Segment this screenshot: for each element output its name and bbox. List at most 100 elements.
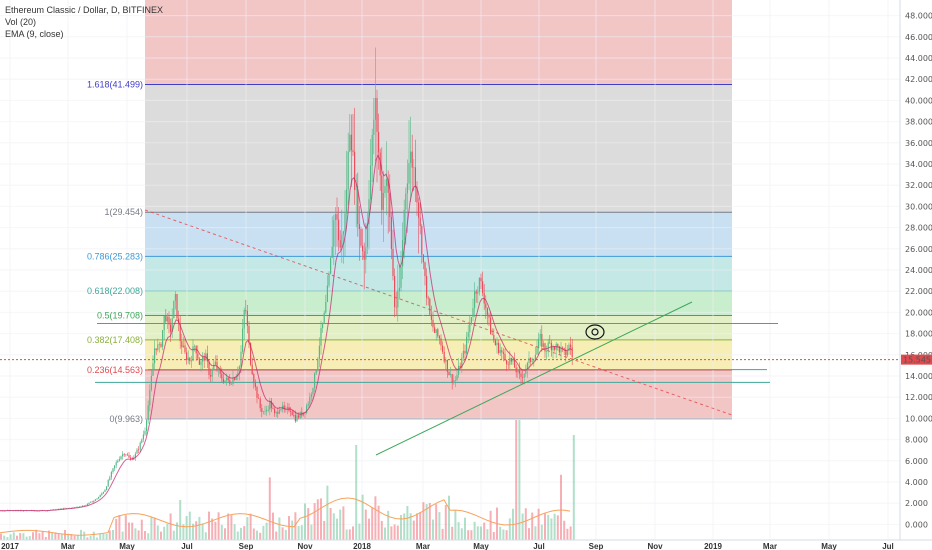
volume-bar — [227, 513, 230, 540]
candle-body — [386, 178, 388, 187]
candle-body — [368, 199, 370, 224]
volume-bar — [92, 531, 95, 540]
volume-bar — [150, 517, 153, 540]
volume-bar — [518, 420, 521, 540]
volume-bar — [323, 520, 326, 540]
volume-bar — [364, 509, 367, 540]
volume-bar — [329, 508, 332, 540]
candle-body — [320, 328, 322, 346]
candle-body — [562, 347, 564, 349]
candle-body — [282, 405, 284, 409]
candle-body — [362, 245, 364, 252]
volume-bar — [297, 526, 300, 540]
candle-body — [272, 408, 274, 409]
volume-bar — [528, 528, 530, 540]
candle-body — [382, 192, 384, 210]
time-tick-label: Nov — [297, 542, 313, 550]
candle-body — [568, 344, 570, 351]
price-tick-label: 44.000 — [905, 54, 932, 63]
candle-body — [408, 162, 410, 184]
candle-body — [256, 386, 258, 398]
volume-bar — [377, 505, 380, 540]
volume-bar — [256, 530, 258, 540]
legend-ema[interactable]: EMA (9, close) — [5, 29, 64, 39]
volume-bar — [486, 529, 489, 540]
grid-lines — [0, 0, 900, 540]
volume-bar — [320, 498, 322, 540]
candle-body — [312, 387, 314, 395]
candle-body — [525, 370, 527, 374]
volume-bar — [44, 536, 47, 540]
candle-body — [560, 347, 562, 353]
candle-body — [158, 343, 160, 345]
descending-trendline — [144, 209, 733, 416]
candle-body — [448, 371, 450, 376]
candle-body — [274, 408, 276, 414]
legend-symbol[interactable]: Ethereum Classic / Dollar, D, BITFINEX — [5, 5, 164, 15]
circle-annotation-inner — [591, 328, 599, 336]
candle-body — [317, 358, 319, 371]
candle-body — [114, 465, 116, 469]
candle-body — [117, 460, 119, 463]
candle-body — [506, 360, 508, 365]
candle-body — [474, 291, 476, 309]
volume-bar — [416, 513, 418, 540]
volume-bar — [188, 511, 191, 540]
horizontal-lines — [0, 323, 900, 383]
candle-body — [192, 346, 194, 361]
candle-body — [77, 506, 79, 508]
legend-volume[interactable]: Vol (20) — [5, 17, 37, 27]
volume-bar — [140, 519, 143, 540]
candle-body — [218, 368, 220, 370]
candle-body — [397, 290, 399, 308]
time-tick-label: 2019 — [704, 542, 722, 550]
volume-bar — [358, 523, 361, 540]
volume-bar — [35, 529, 38, 540]
candle-body — [456, 374, 458, 381]
volume-bar — [387, 510, 390, 540]
volume-bar — [425, 504, 428, 540]
candle-body — [494, 340, 496, 346]
volume-bar — [355, 445, 358, 540]
candle-body — [221, 373, 223, 379]
candle-body — [152, 363, 154, 376]
candle-body — [82, 505, 84, 507]
candle-body — [342, 231, 344, 235]
candle-body — [414, 167, 416, 188]
candle-body — [395, 306, 397, 308]
volume-bar — [284, 529, 287, 540]
candle-body — [262, 411, 264, 413]
candle-body — [378, 131, 380, 153]
volume-bar — [451, 526, 454, 540]
volume-bar — [176, 522, 178, 540]
candle-body — [402, 240, 404, 267]
candle-body — [142, 434, 144, 440]
candle-body — [331, 246, 333, 258]
volume-bar — [217, 512, 220, 540]
volume-bar — [156, 525, 159, 540]
volume-bar — [67, 533, 70, 540]
candle-body — [477, 291, 479, 294]
candle-body — [451, 374, 453, 383]
candle-body — [387, 178, 389, 193]
volume-bar — [476, 526, 479, 540]
time-tick-label: Mar — [763, 542, 777, 550]
candle-body — [373, 119, 375, 135]
candle-body — [170, 324, 172, 333]
candle-body — [314, 373, 316, 388]
candle-body — [459, 365, 461, 368]
volume-bar — [9, 534, 12, 540]
candle-body — [250, 343, 252, 365]
candle-body — [254, 382, 256, 387]
candle-body — [171, 318, 173, 333]
candle-body — [486, 308, 488, 315]
candle-body — [229, 380, 231, 385]
candles — [0, 47, 573, 512]
fib-zone — [145, 256, 732, 292]
volume-bar — [336, 518, 338, 540]
candle-body — [366, 223, 368, 248]
candle-body — [347, 151, 349, 190]
volume-bar — [544, 513, 546, 540]
volume-bar — [118, 515, 121, 540]
